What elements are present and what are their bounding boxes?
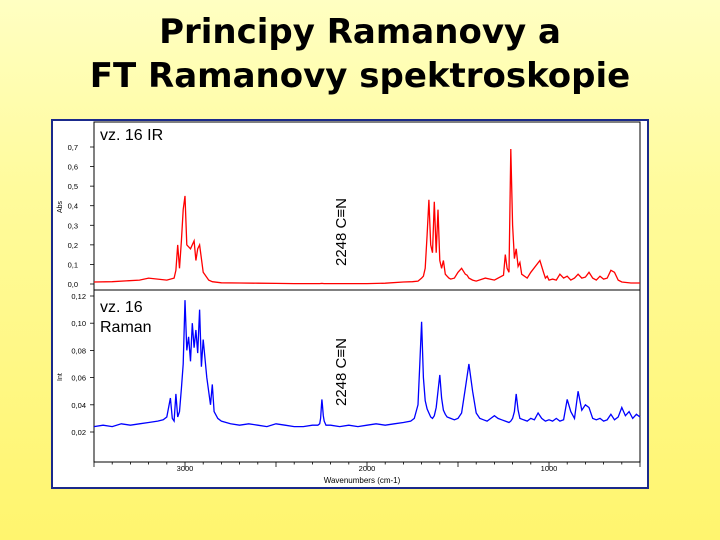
- x-tick-label: 3000: [177, 464, 194, 473]
- title-line-2: FT Ramanovy spektroskopie: [89, 56, 631, 96]
- raman-spectrum-line: [93, 300, 641, 428]
- slide-title: Principy Ramanovy a FT Ramanovy spektros…: [0, 10, 720, 98]
- ir-y-tick-label: 0,6: [68, 163, 78, 172]
- ir-y-tick-label: 0,2: [68, 241, 78, 250]
- raman-y-tick-label: 0,10: [71, 319, 86, 328]
- x-tick-label: 1000: [541, 464, 558, 473]
- raman-y-tick-label: 0,12: [71, 292, 86, 301]
- bottom-ylabel: Int: [57, 373, 64, 381]
- ir-y-tick-label: 0,5: [68, 182, 78, 191]
- ir-y-tick-label: 0,3: [68, 221, 78, 230]
- top-ylabel: Abs: [57, 200, 64, 213]
- ir-y-tick-label: 0,7: [68, 143, 78, 152]
- x-axis-label: Wavenumbers (cm-1): [324, 476, 401, 485]
- x-axis: 3000 2000 1000: [93, 462, 641, 473]
- chart-outer-frame: [51, 119, 649, 489]
- raman-annotation-line-1: vz. 16: [100, 299, 143, 316]
- raman-peak-label: 2248 C≡N: [333, 338, 350, 406]
- x-tick-label: 2000: [359, 464, 376, 473]
- raman-y-tick-label: 0,08: [71, 346, 86, 355]
- ir-annotation: vz. 16 IR: [100, 127, 163, 144]
- ir-y-tick-label: 0,4: [68, 202, 78, 211]
- raman-y-axis: 0,12 0,10 0,08 0,06 0,04 0,02: [71, 292, 94, 437]
- ir-spectrum-line: [93, 148, 640, 285]
- ir-y-axis: 0,7 0,6 0,5 0,4 0,3 0,2 0,1 0,0: [68, 143, 94, 289]
- raman-y-tick-label: 0,04: [71, 401, 86, 410]
- raman-y-tick-label: 0,02: [71, 428, 86, 437]
- raman-y-tick-label: 0,06: [71, 374, 86, 383]
- ir-y-tick-label: 0,1: [68, 260, 78, 269]
- raman-annotation-line-2: Raman: [100, 319, 152, 336]
- ir-peak-label: 2248 C≡N: [333, 198, 350, 266]
- ir-y-tick-label: 0,0: [68, 280, 78, 289]
- title-line-1: Principy Ramanovy a: [159, 12, 561, 52]
